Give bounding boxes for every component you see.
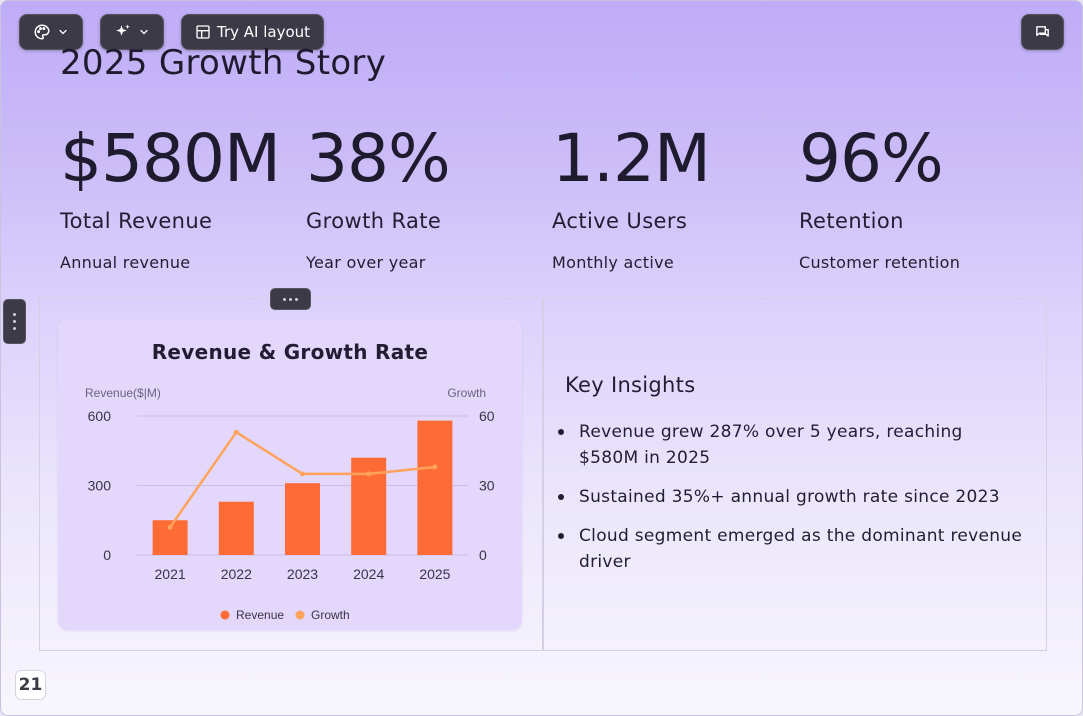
dot — [13, 320, 16, 323]
x-tick-label: 2021 — [155, 566, 186, 582]
dot — [13, 313, 16, 316]
y-right-tick-label: 30 — [479, 478, 495, 494]
stat-retention[interactable]: 96% Retention Customer retention — [799, 119, 1039, 272]
insights-title[interactable]: Key Insights — [565, 373, 696, 397]
y-right-axis-label: Growth — [447, 386, 486, 400]
palette-icon — [34, 24, 50, 40]
grid-divider — [542, 298, 544, 651]
chevron-down-icon — [140, 29, 148, 35]
insight-item[interactable]: Revenue grew 287% over 5 years, reaching… — [557, 419, 1027, 471]
growth-point — [432, 464, 438, 470]
theme-button[interactable] — [19, 14, 83, 50]
y-left-tick-label: 300 — [88, 478, 112, 494]
legend-label-growth: Growth — [311, 608, 350, 622]
sparkle-icon — [116, 24, 130, 36]
revenue-growth-chart: Revenue($|M) Growth 0 300 600 0 30 60 2021 2022 20… — [85, 386, 495, 622]
stat-sub: Annual revenue — [60, 253, 191, 272]
stat-label: Retention — [799, 209, 904, 233]
y-right-tick-label: 60 — [479, 408, 495, 424]
y-left-axis-label: Revenue($|M) — [85, 386, 161, 400]
x-tick-label: 2022 — [221, 566, 252, 582]
y-left-tick-label: 0 — [103, 547, 111, 563]
stat-sub: Year over year — [306, 253, 426, 272]
x-tick-label: 2024 — [353, 566, 384, 582]
stat-label: Growth Rate — [306, 209, 442, 233]
chart-title: Revenue & Growth Rate — [151, 340, 429, 364]
dot — [295, 297, 298, 301]
revenue-bar — [218, 501, 254, 555]
block-drag-handle[interactable] — [3, 299, 26, 344]
stat-sub: Customer retention — [799, 253, 961, 272]
stat-value: $580M — [60, 120, 281, 197]
growth-point — [366, 471, 372, 477]
stat-label: Total Revenue — [60, 209, 213, 233]
growth-point — [300, 471, 305, 477]
stat-value: 1.2M — [552, 120, 711, 197]
magic-button[interactable] — [100, 14, 164, 50]
dot — [283, 297, 286, 301]
try-ai-layout-label: Try AI layout — [216, 23, 311, 41]
stat-sub: Monthly active — [552, 253, 674, 272]
comments-button[interactable] — [1021, 14, 1064, 50]
legend-label-revenue: Revenue — [236, 608, 284, 622]
insight-item[interactable]: Cloud segment emerged as the dominant re… — [557, 523, 1027, 575]
layout-icon — [196, 25, 210, 39]
stat-total-revenue[interactable]: $580M Total Revenue Annual revenue — [60, 119, 300, 272]
revenue-bar — [285, 483, 320, 555]
page-number[interactable]: 21 — [15, 670, 46, 700]
revenue-bar — [417, 420, 453, 555]
stat-value: 96% — [799, 120, 944, 197]
legend-swatch-growth — [295, 610, 305, 620]
stat-label: Active Users — [552, 209, 688, 233]
comment-icon — [1036, 25, 1049, 37]
legend-swatch-revenue — [220, 610, 230, 620]
chart-card[interactable]: Revenue & Growth Rate Revenue($|M) Growth… — [58, 319, 522, 630]
growth-point — [167, 524, 173, 530]
growth-point — [233, 429, 239, 435]
y-left-tick-label: 600 — [88, 408, 112, 424]
chevron-down-icon — [59, 29, 67, 35]
y-right-tick-label: 0 — [479, 547, 487, 563]
stat-value: 38% — [306, 120, 451, 197]
dot — [289, 297, 292, 301]
dot — [13, 327, 16, 330]
try-ai-layout-button[interactable]: Try AI layout — [181, 14, 324, 50]
insight-item[interactable]: Sustained 35%+ annual growth rate since … — [557, 484, 1027, 510]
slide-title[interactable]: 2025 Growth Story — [60, 43, 387, 83]
insights-list: Revenue grew 287% over 5 years, reaching… — [557, 419, 1027, 588]
stat-active-users[interactable]: 1.2M Active Users Monthly active — [552, 119, 792, 272]
row-drag-handle[interactable] — [270, 288, 311, 310]
stat-growth-rate[interactable]: 38% Growth Rate Year over year — [306, 119, 546, 272]
x-tick-label: 2025 — [419, 566, 450, 582]
x-tick-label: 2023 — [287, 566, 318, 582]
